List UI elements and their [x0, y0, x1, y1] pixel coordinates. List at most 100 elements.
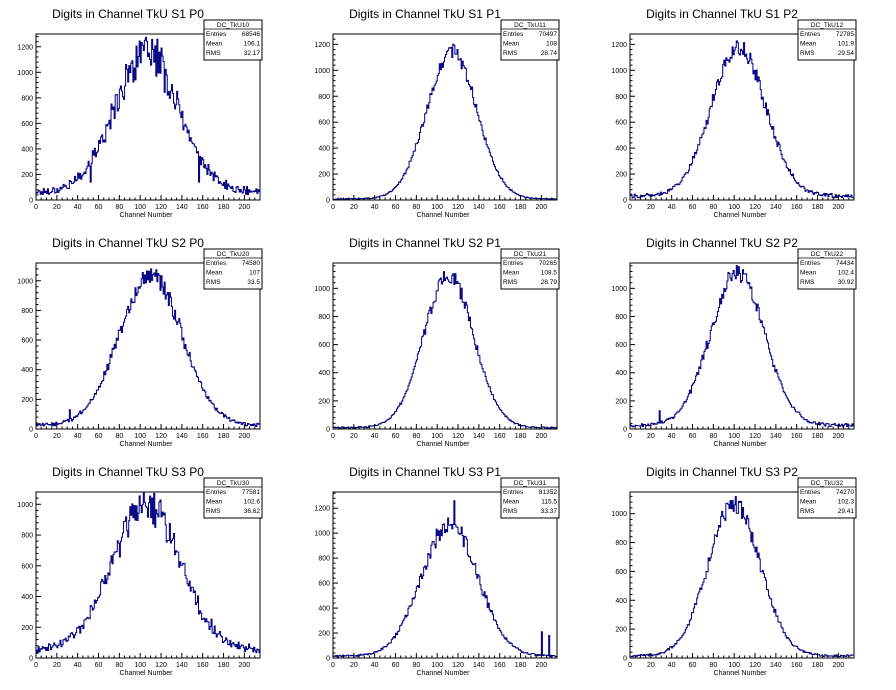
- stats-label-entries: Entries: [503, 31, 524, 38]
- y-tick-label: 800: [21, 308, 33, 315]
- stats-label-mean: Mean: [206, 41, 223, 48]
- y-tick-label: 0: [326, 656, 330, 663]
- y-tick-label: 600: [21, 121, 33, 128]
- y-tick-label: 400: [21, 367, 33, 374]
- x-tick-label: 0: [628, 433, 632, 440]
- y-tick-label: 200: [318, 398, 330, 405]
- y-tick-label: 0: [326, 427, 330, 434]
- y-tick-label: 0: [623, 656, 627, 663]
- stats-label-entries: Entries: [503, 489, 524, 496]
- x-axis-label: Channel Number: [714, 670, 768, 677]
- y-tick-label: 800: [318, 556, 330, 563]
- x-tick-label: 60: [95, 662, 103, 669]
- x-tick-label: 160: [791, 433, 803, 440]
- y-tick-label: 600: [318, 342, 330, 349]
- histogram-series: [629, 264, 855, 429]
- y-tick-label: 600: [21, 563, 33, 570]
- stats-value-rms: 29.54: [838, 50, 855, 57]
- chart-title: Digits in Channel TkU S3 P0: [52, 465, 204, 479]
- x-tick-label: 100: [728, 204, 740, 211]
- stats-label-rms: RMS: [206, 508, 221, 515]
- stats-box: DC_TkU30 Entries 77581 Mean 102.6 RMS 36.62: [203, 477, 263, 519]
- x-tick-label: 20: [647, 662, 655, 669]
- y-tick-label: 1000: [314, 68, 330, 75]
- y-tick-label: 600: [615, 120, 627, 127]
- x-tick-label: 140: [770, 204, 782, 211]
- x-tick-label: 140: [473, 662, 485, 669]
- stats-box: DC_TkU21 Entries 70265 Mean 108.5 RMS 28.79: [500, 248, 560, 290]
- stats-name: DC_TkU11: [514, 22, 546, 29]
- x-tick-label: 0: [628, 662, 632, 669]
- histogram-panel: Digits in Channel TkU S2 P0 0 20 40 60 80 100 1…: [17, 236, 263, 448]
- stats-label-mean: Mean: [800, 499, 817, 506]
- stats-box-frame: [203, 19, 263, 61]
- stats-box: DC_TkU31 Entries 81352 Mean 115.5 RMS 33.37: [500, 477, 560, 519]
- x-tick-label: 20: [53, 662, 61, 669]
- x-tick-label: 160: [494, 662, 506, 669]
- histogram-series: [35, 268, 261, 429]
- x-tick-label: 40: [668, 662, 676, 669]
- x-tick-label: 60: [689, 433, 697, 440]
- stats-box: DC_TkU12 Entries 72785 Mean 101.9 RMS 29.54: [797, 19, 857, 61]
- stats-name: DC_TkU31: [514, 480, 547, 487]
- histogram-panel: Digits in Channel TkU S1 P0 0 20 40 60 80 100 1…: [17, 7, 263, 219]
- y-tick-label: 1000: [17, 502, 33, 509]
- x-tick-label: 40: [371, 433, 379, 440]
- y-tick-label: 1200: [17, 44, 33, 51]
- x-tick-label: 0: [628, 204, 632, 211]
- x-tick-label: 0: [331, 433, 335, 440]
- x-tick-label: 60: [392, 433, 400, 440]
- x-tick-label: 160: [791, 204, 803, 211]
- x-tick-label: 100: [431, 662, 443, 669]
- y-tick-label: 1000: [17, 70, 33, 77]
- x-tick-label: 120: [749, 204, 761, 211]
- x-tick-label: 20: [53, 433, 61, 440]
- x-tick-label: 40: [668, 204, 676, 211]
- histogram-series: [629, 40, 855, 200]
- x-tick-label: 120: [155, 662, 167, 669]
- chart-title: Digits in Channel TkU S3 P1: [349, 465, 501, 479]
- x-tick-label: 60: [392, 204, 400, 211]
- x-axis-label: Channel Number: [120, 441, 174, 448]
- x-tick-label: 180: [515, 204, 527, 211]
- x-axis-label: Channel Number: [417, 212, 471, 219]
- stats-name: DC_TkU10: [217, 22, 250, 29]
- x-tick-label: 140: [473, 204, 485, 211]
- y-tick-label: 1000: [611, 286, 627, 293]
- x-tick-label: 200: [239, 433, 251, 440]
- y-tick-label: 0: [326, 198, 330, 205]
- stats-name: DC_TkU22: [811, 251, 844, 258]
- y-tick-label: 1000: [611, 511, 627, 518]
- x-tick-label: 80: [709, 433, 717, 440]
- histogram-panel: Digits in Channel TkU S3 P2 0 20 40 60 80 100 1…: [611, 465, 857, 677]
- x-tick-label: 200: [239, 204, 251, 211]
- y-tick-label: 0: [29, 427, 33, 434]
- x-tick-label: 160: [197, 662, 209, 669]
- stats-box-frame: [500, 248, 560, 290]
- histogram-series: [35, 491, 261, 658]
- x-tick-label: 0: [34, 433, 38, 440]
- x-tick-label: 0: [34, 662, 38, 669]
- stats-value-entries: 72785: [836, 31, 854, 38]
- y-tick-label: 200: [21, 397, 33, 404]
- stats-label-mean: Mean: [800, 41, 817, 48]
- y-tick-label: 200: [615, 627, 627, 634]
- stats-value-mean: 106.1: [244, 41, 261, 48]
- x-tick-label: 120: [155, 433, 167, 440]
- y-tick-label: 800: [318, 94, 330, 101]
- chart-title: Digits in Channel TkU S1 P1: [349, 7, 501, 21]
- stats-label-rms: RMS: [206, 50, 221, 57]
- stats-box: DC_TkU32 Entries 74270 Mean 102.3 RMS 29.41: [797, 477, 857, 519]
- x-tick-label: 120: [452, 662, 464, 669]
- histogram-panel: Digits in Channel TkU S3 P1 0 20 40 60 80 100 1…: [314, 465, 560, 677]
- histogram-panel: Digits in Channel TkU S1 P1 0 20 40 60 80 100 1…: [314, 7, 560, 219]
- x-tick-label: 0: [34, 204, 38, 211]
- x-tick-label: 160: [494, 204, 506, 211]
- histogram-series: [332, 271, 558, 429]
- stats-label-rms: RMS: [800, 279, 815, 286]
- x-tick-label: 60: [689, 204, 697, 211]
- stats-box-frame: [797, 19, 857, 61]
- x-tick-label: 60: [95, 204, 103, 211]
- x-tick-label: 120: [155, 204, 167, 211]
- y-tick-label: 1000: [314, 286, 330, 293]
